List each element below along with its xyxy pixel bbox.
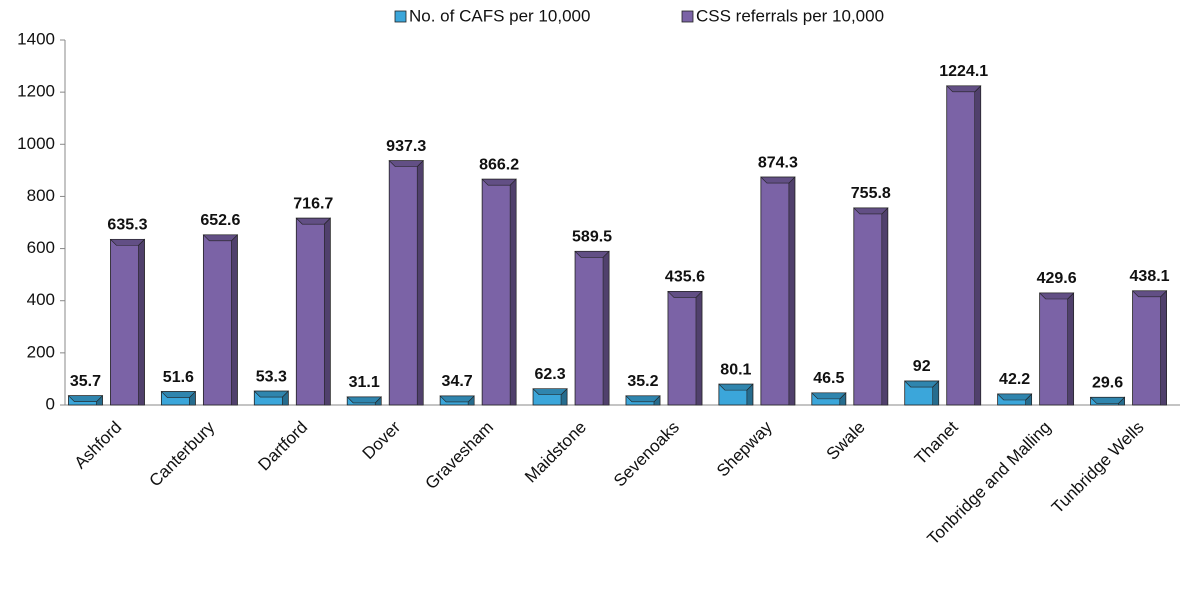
- bar-side: [602, 250, 610, 406]
- value-label: 92: [913, 358, 931, 375]
- legend-label: CSS referrals per 10,000: [696, 6, 884, 25]
- bar-top: [295, 217, 332, 225]
- value-label: 429.6: [1037, 270, 1077, 287]
- y-tick-label: 0: [46, 394, 55, 413]
- bar-top: [388, 160, 424, 167]
- y-tick-label: 1400: [17, 29, 55, 48]
- value-label: 35.7: [70, 373, 101, 390]
- value-label: 589.5: [572, 229, 612, 246]
- y-tick-label: 1000: [17, 134, 55, 153]
- value-label: 53.3: [256, 368, 287, 385]
- bar-top: [67, 395, 104, 402]
- x-tick-label: Gravesham: [422, 418, 498, 494]
- bar-top: [202, 234, 239, 242]
- bar-top: [532, 388, 568, 396]
- bar-side: [974, 85, 982, 406]
- value-label: 35.2: [627, 373, 658, 390]
- bar-side: [881, 207, 889, 406]
- x-tick-label: Dover: [359, 417, 405, 463]
- value-label: 635.3: [107, 217, 147, 234]
- bar-top: [160, 391, 197, 398]
- bar-side: [695, 290, 703, 406]
- value-label: 62.3: [534, 366, 565, 383]
- bar-top: [853, 207, 889, 215]
- bar-top: [574, 251, 610, 258]
- x-tick-label: Maidstone: [521, 418, 590, 487]
- value-label: 438.1: [1130, 268, 1170, 285]
- x-tick-label: Canterbury: [145, 417, 218, 490]
- value-label: 874.3: [758, 154, 798, 171]
- bar-top: [760, 176, 796, 184]
- value-label: 46.5: [813, 370, 844, 387]
- legend-swatch: [681, 10, 694, 23]
- value-label: 652.6: [200, 212, 240, 229]
- x-tick-label: Tunbridge Wells: [1048, 418, 1148, 518]
- value-label: 866.2: [479, 156, 519, 173]
- value-label: 755.8: [851, 185, 891, 202]
- value-label: 716.7: [293, 195, 333, 212]
- value-label: 80.1: [720, 361, 751, 378]
- x-tick-label: Thanet: [911, 417, 962, 468]
- x-tick-label: Ashford: [71, 418, 126, 473]
- value-label: 42.2: [999, 371, 1030, 388]
- bar-top: [903, 380, 940, 388]
- value-label: 34.7: [442, 373, 473, 390]
- y-tick-label: 400: [27, 290, 55, 309]
- bar-side: [231, 234, 238, 406]
- bar-side: [509, 178, 517, 406]
- bar-side: [1067, 292, 1074, 406]
- bar-top: [253, 390, 290, 398]
- bar-top: [1089, 396, 1126, 404]
- value-label: 51.6: [163, 369, 194, 386]
- value-label: 937.3: [386, 138, 426, 155]
- y-tick-label: 600: [27, 238, 55, 257]
- bar-top: [481, 178, 517, 186]
- bar-top: [1131, 290, 1168, 298]
- bar-top: [996, 393, 1033, 401]
- x-tick-label: Sevenoaks: [610, 418, 683, 491]
- bar-side: [416, 159, 424, 406]
- y-tick-label: 1200: [17, 82, 55, 101]
- legend-label: No. of CAFS per 10,000: [409, 6, 590, 25]
- bar-top: [1038, 292, 1075, 300]
- bar-top: [439, 395, 475, 403]
- bar-top: [346, 396, 382, 404]
- bar-side: [323, 217, 331, 406]
- value-label: 29.6: [1092, 375, 1123, 392]
- x-tick-label: Dartford: [254, 418, 311, 475]
- x-tick-label: Shepway: [713, 417, 776, 480]
- bar-top: [945, 85, 982, 93]
- bar-side: [138, 238, 145, 406]
- bar-top: [625, 395, 661, 403]
- legend-swatch: [394, 10, 407, 23]
- bar-top: [811, 392, 847, 400]
- value-label: 31.1: [349, 374, 380, 391]
- value-label: 435.6: [665, 269, 705, 286]
- bar-side: [1160, 290, 1167, 406]
- y-tick-label: 800: [27, 186, 55, 205]
- value-label: 1224.1: [939, 63, 988, 80]
- bar-top: [718, 383, 754, 391]
- bar-top: [109, 239, 146, 246]
- y-tick-label: 200: [27, 342, 55, 361]
- bar-top: [667, 291, 703, 298]
- x-tick-label: Swale: [823, 418, 869, 464]
- bar-side: [788, 176, 796, 406]
